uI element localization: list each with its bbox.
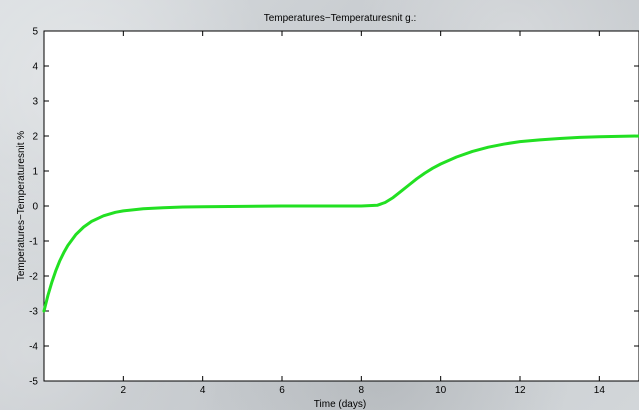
x-tick-label: 10	[435, 385, 447, 396]
y-tick-label: 1	[32, 167, 38, 178]
y-tick-label: 3	[32, 97, 38, 108]
x-tick-label: 6	[279, 385, 285, 396]
y-axis-title: Temperatures−Temperaturesnit %	[16, 131, 27, 281]
x-tick-label: 12	[514, 385, 526, 396]
x-axis-title: Time (days)	[314, 399, 366, 410]
y-tick-label: 0	[32, 202, 38, 213]
y-tick-label: -5	[29, 377, 38, 388]
y-tick-label: -3	[29, 307, 38, 318]
y-tick-label: 4	[32, 62, 38, 73]
x-tick-label: 8	[359, 385, 365, 396]
series-line	[42, 134, 639, 313]
y-tick-label: 5	[32, 27, 38, 38]
y-tick-label: -2	[29, 272, 38, 283]
y-tick-label: -4	[29, 342, 38, 353]
x-tick-label: 4	[200, 385, 206, 396]
x-tick-label: 2	[121, 385, 127, 396]
series-group	[42, 134, 639, 313]
x-tick-label: 14	[594, 385, 606, 396]
y-tick-label: 2	[32, 132, 38, 143]
y-tick-label: -1	[29, 237, 38, 248]
chart-title: Temperatures−Temperaturesnit g.:	[264, 13, 417, 24]
